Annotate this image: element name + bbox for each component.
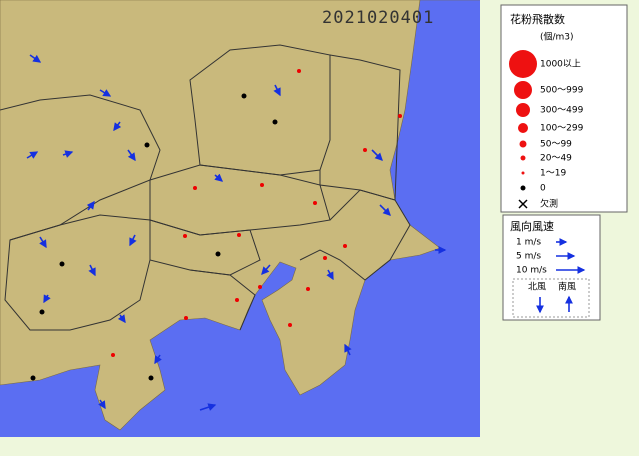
legend-label: 北風 — [528, 282, 546, 293]
legend-symbol — [520, 155, 526, 161]
legend-symbol — [509, 50, 537, 78]
legend-label: 300〜499 — [540, 106, 584, 116]
legend-label: 0 — [540, 184, 546, 194]
legend-symbol — [516, 103, 530, 117]
legend-title: 花粉飛散数 — [510, 12, 565, 26]
prefecture-border — [299, 189, 411, 281]
timestamp: 2021020401 — [322, 8, 434, 28]
map: 2021020401 — [0, 0, 480, 437]
wind-legend: 風向風速 1 m/s 5 m/s 10 m/s 北風 南風 — [502, 214, 601, 321]
legend-inner-box — [512, 278, 590, 318]
legend-label: 5 m/s — [516, 252, 541, 262]
station-markers — [30, 69, 402, 381]
legend-symbol — [521, 171, 525, 175]
legend-symbol — [520, 185, 526, 191]
prefecture-border — [189, 269, 256, 331]
legend-label: 100〜299 — [540, 124, 584, 134]
legend-label: 1〜19 — [540, 169, 566, 179]
legend-label: 1 m/s — [516, 238, 541, 248]
legend-label: 50〜99 — [540, 140, 572, 150]
legend-symbol — [518, 123, 528, 133]
legend-label: 欠測 — [540, 198, 558, 210]
legend-label: 南風 — [558, 281, 576, 293]
legend-label: 1000以上 — [540, 59, 581, 70]
prefecture-border — [0, 94, 161, 241]
legend-label: 500〜999 — [540, 86, 584, 96]
wind-arrows — [26, 54, 447, 411]
legend-unit: (個/m3) — [540, 31, 574, 43]
legend-label: 10 m/s — [516, 266, 547, 276]
legend-symbol — [519, 140, 527, 148]
legend-arrows — [536, 238, 586, 314]
prefecture-border — [4, 214, 151, 331]
legend-symbol — [518, 199, 528, 209]
pollen-legend: 花粉飛散数 (個/m3) 1000以上 500〜999 300〜499 100〜299… — [500, 4, 628, 213]
legend-label: 20〜49 — [540, 154, 572, 164]
prefecture-border — [149, 219, 261, 276]
legend-symbol — [514, 81, 532, 99]
legend-title: 風向風速 — [510, 219, 554, 233]
